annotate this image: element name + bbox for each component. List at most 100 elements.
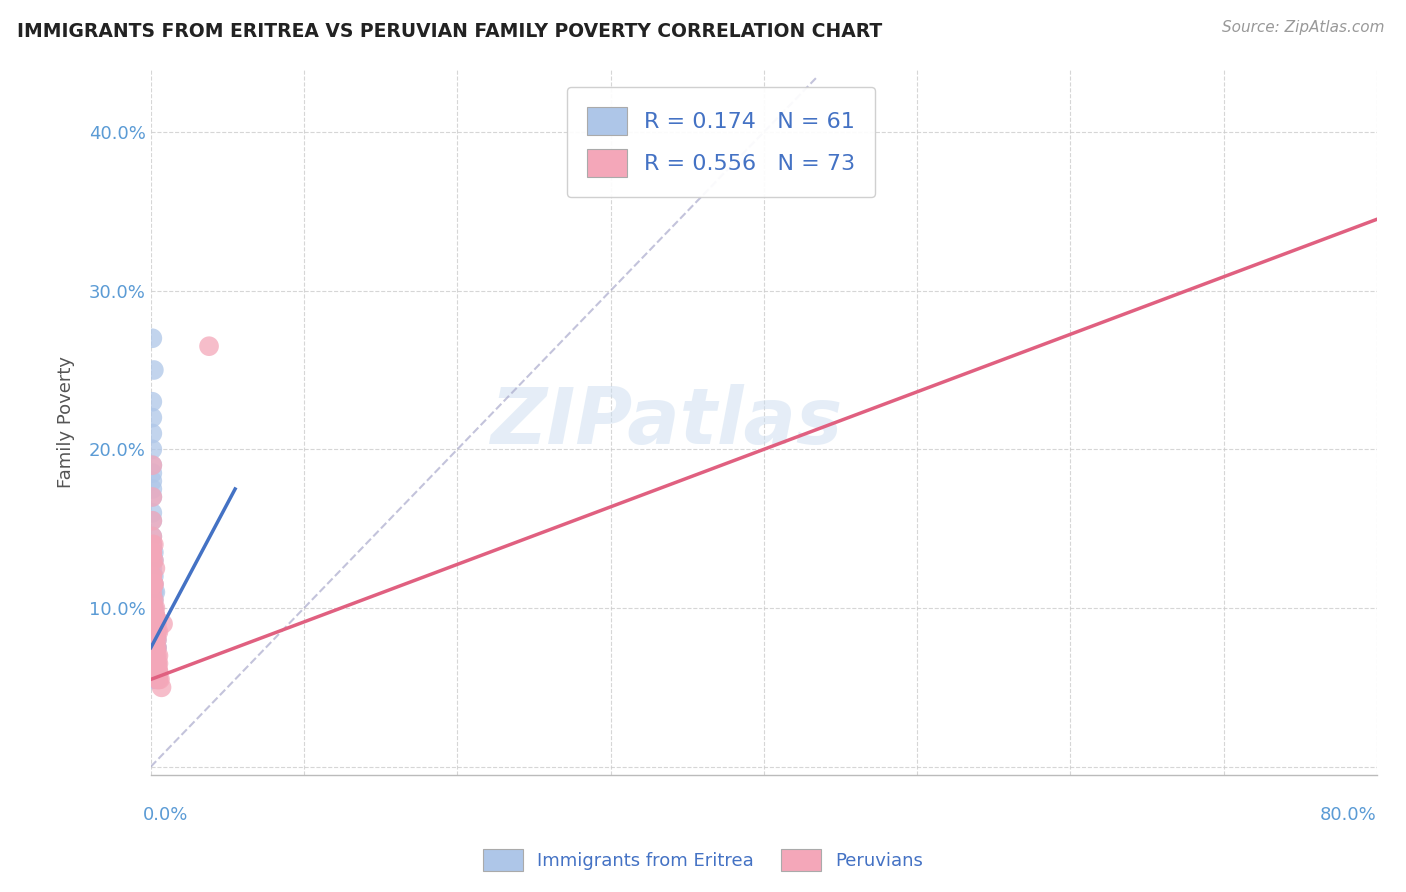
Point	[145, 648, 167, 663]
Point	[141, 624, 163, 639]
Point	[142, 640, 165, 655]
Point	[142, 577, 165, 591]
Point	[145, 616, 167, 631]
Point	[141, 410, 163, 425]
Point	[146, 657, 169, 671]
Point	[145, 616, 167, 631]
Point	[141, 569, 163, 583]
Point	[142, 609, 165, 624]
Point	[141, 624, 163, 639]
Point	[145, 640, 167, 655]
Point	[146, 648, 169, 663]
Point	[142, 640, 165, 655]
Point	[148, 624, 170, 639]
Point	[145, 657, 167, 671]
Point	[142, 609, 165, 624]
Point	[145, 585, 167, 599]
Legend: R = 0.174   N = 61, R = 0.556   N = 73: R = 0.174 N = 61, R = 0.556 N = 73	[567, 87, 876, 197]
Point	[145, 657, 167, 671]
Point	[142, 624, 165, 639]
Point	[141, 537, 163, 551]
Point	[141, 394, 163, 409]
Point	[142, 609, 165, 624]
Point	[142, 601, 165, 615]
Point	[145, 601, 167, 615]
Point	[142, 640, 165, 655]
Point	[148, 673, 170, 687]
Point	[145, 624, 167, 639]
Point	[142, 609, 165, 624]
Point	[142, 601, 165, 615]
Point	[142, 616, 165, 631]
Point	[146, 673, 169, 687]
Point	[141, 657, 163, 671]
Point	[146, 632, 169, 647]
Point	[142, 553, 165, 567]
Point	[152, 616, 174, 631]
Point	[142, 577, 165, 591]
Point	[142, 632, 165, 647]
Point	[145, 609, 167, 624]
Point	[145, 648, 167, 663]
Point	[142, 545, 165, 559]
Point	[142, 624, 165, 639]
Point	[145, 632, 167, 647]
Point	[142, 569, 165, 583]
Point	[142, 632, 165, 647]
Point	[146, 640, 169, 655]
Point	[148, 648, 170, 663]
Point	[150, 681, 173, 695]
Point	[145, 616, 167, 631]
Point	[141, 593, 163, 607]
Point	[145, 624, 167, 639]
Point	[141, 609, 163, 624]
Point	[148, 673, 170, 687]
Point	[142, 363, 165, 377]
Y-axis label: Family Poverty: Family Poverty	[58, 356, 75, 488]
Point	[142, 648, 165, 663]
Point	[141, 569, 163, 583]
Point	[141, 577, 163, 591]
Point	[141, 490, 163, 504]
Point	[141, 474, 163, 488]
Point	[141, 482, 163, 496]
Point	[141, 561, 163, 575]
Point	[141, 569, 163, 583]
Point	[141, 673, 163, 687]
Point	[145, 648, 167, 663]
Point	[141, 506, 163, 520]
Point	[145, 632, 167, 647]
Text: 0.0%: 0.0%	[143, 806, 188, 824]
Point	[198, 339, 221, 353]
Point	[141, 601, 163, 615]
Text: Source: ZipAtlas.com: Source: ZipAtlas.com	[1222, 20, 1385, 35]
Point	[142, 632, 165, 647]
Point	[141, 577, 163, 591]
Point	[146, 640, 169, 655]
Point	[148, 657, 170, 671]
Point	[141, 426, 163, 441]
Point	[145, 609, 167, 624]
Point	[145, 648, 167, 663]
Point	[141, 458, 163, 473]
Point	[142, 632, 165, 647]
Point	[141, 331, 163, 345]
Point	[141, 514, 163, 528]
Point	[145, 632, 167, 647]
Point	[142, 632, 165, 647]
Point	[145, 561, 167, 575]
Point	[142, 593, 165, 607]
Point	[142, 585, 165, 599]
Point	[145, 609, 167, 624]
Point	[141, 530, 163, 544]
Point	[149, 673, 172, 687]
Point	[141, 458, 163, 473]
Point	[142, 624, 165, 639]
Point	[146, 657, 169, 671]
Point	[146, 657, 169, 671]
Point	[141, 553, 163, 567]
Point	[146, 632, 169, 647]
Point	[145, 640, 167, 655]
Point	[148, 665, 170, 679]
Point	[145, 640, 167, 655]
